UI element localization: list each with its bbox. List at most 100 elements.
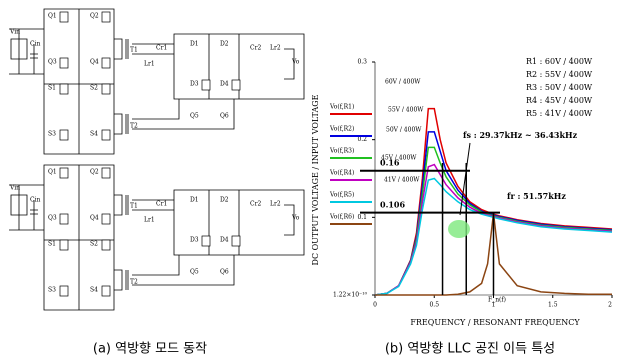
circuit-label: S1	[48, 241, 56, 248]
circuit-label: Q1	[48, 13, 57, 20]
circuit-label: T1	[130, 203, 138, 210]
circuit-label: D2	[220, 41, 229, 48]
wire	[114, 195, 122, 290]
load-label: R3 : 50V / 400W	[526, 83, 593, 92]
fr-label: fr : 51.57kHz	[507, 191, 566, 201]
circuit-label: Vin	[9, 29, 20, 36]
circuit-label: Q6	[220, 269, 229, 276]
circuit-label: Q1	[48, 169, 57, 176]
circuit-label: Vo	[291, 59, 300, 66]
wire	[132, 99, 234, 129]
circuit-label: Vin	[9, 185, 20, 192]
switch	[60, 240, 68, 250]
circuit-label: S4	[90, 287, 98, 294]
circuit-label: Cin	[30, 41, 41, 48]
legend-label: Vo(f,R4)	[329, 170, 354, 177]
switch	[232, 80, 240, 90]
wire	[9, 185, 44, 230]
switch	[102, 130, 110, 140]
circuit-label: Lr2	[270, 201, 281, 208]
circuit-label: S2	[90, 241, 98, 248]
circuit-label: S3	[48, 131, 56, 138]
switch	[102, 168, 110, 178]
y-tick-label: 0.1	[357, 214, 367, 221]
x-axis-label: FREQUENCY / RESONANT FREQUENCY	[410, 318, 580, 327]
x-tick-label: 0	[373, 302, 377, 309]
circuit-label: Lr1	[144, 217, 155, 224]
wire	[132, 255, 234, 285]
load-label: R5 : 41V / 400W	[526, 109, 593, 118]
circuit-label: Cr2	[250, 201, 261, 208]
switch	[202, 80, 210, 90]
circuit-label: Cr1	[156, 45, 167, 52]
wire	[126, 195, 128, 290]
switch	[60, 214, 68, 224]
circuit-label: T2	[130, 279, 138, 286]
curve-label: 50V / 400W	[386, 127, 422, 134]
curve-label: 60V / 400W	[385, 79, 421, 86]
circuit-label: S2	[90, 85, 98, 92]
circuit-label: Q5	[190, 269, 199, 276]
legend-label: Vo(f,R1)	[329, 104, 354, 111]
wire	[114, 39, 122, 134]
circuit-label: Q6	[220, 113, 229, 120]
switch	[232, 236, 240, 246]
circuit-label: Lr2	[270, 45, 281, 52]
circuit-label: D1	[190, 197, 199, 204]
switch	[102, 12, 110, 22]
load-label: R2 : 55V / 400W	[526, 70, 593, 79]
circuit-label: Vo	[291, 215, 300, 222]
switch	[102, 84, 110, 94]
circuit-label: Lr1	[144, 61, 155, 68]
legend-label: Vo(f,R5)	[329, 192, 354, 199]
circuit-label: S4	[90, 131, 98, 138]
legend-label: Vo(f,R3)	[329, 148, 354, 155]
switch	[60, 58, 68, 68]
wire	[30, 44, 38, 74]
circuit-label: Cr2	[250, 45, 261, 52]
x-tick-label: 2	[608, 302, 612, 309]
circuit-label: Q3	[48, 215, 57, 222]
legend-label: Vo(f,R2)	[329, 126, 354, 133]
caption-a: (a) 역방향 모드 동작	[93, 342, 207, 357]
load-label: R4 : 45V / 400W	[526, 96, 593, 105]
switch	[60, 12, 68, 22]
highlight	[448, 220, 470, 238]
fs-label: fs : 29.37kHz ~ 36.43kHz	[463, 130, 578, 140]
ref-label: 0.16	[380, 158, 400, 168]
curve-label: 41V / 400W	[384, 177, 420, 184]
circuit-label: Q3	[48, 59, 57, 66]
switch	[102, 58, 110, 68]
x-tick-label: 0.5	[429, 302, 439, 309]
wire	[126, 39, 128, 134]
circuit-label: Q4	[90, 215, 99, 222]
legend-label: Vo(f,R6)	[329, 214, 354, 221]
wire	[9, 29, 44, 74]
circuit-label: Cin	[30, 197, 41, 204]
y-tick-label: 0.2	[357, 136, 367, 143]
circuit-label: Q4	[90, 59, 99, 66]
load-label: R1 : 60V / 400W	[526, 57, 593, 66]
circuit-label: T2	[130, 123, 138, 130]
switch	[102, 286, 110, 296]
x-tick-label: 1	[492, 302, 496, 309]
curve-label: 55V / 400W	[388, 107, 424, 114]
y-tick-label: 1.22×10⁻¹⁰	[333, 292, 368, 299]
switch	[202, 236, 210, 246]
switch	[102, 214, 110, 224]
switch	[60, 130, 68, 140]
y-axis-label: DC OUTPUT VOLTAGE / INPUT VOLTAGE	[311, 94, 320, 265]
ref-label: 0.106	[380, 200, 405, 210]
switch	[60, 286, 68, 296]
wire	[30, 200, 38, 230]
circuit-label: D4	[220, 81, 229, 88]
circuit-label: Q5	[190, 113, 199, 120]
circuit-label: D3	[190, 237, 199, 244]
figure: (a) 역방향 모드 동작 (b) 역방향 LLC 공진 이득 특성 FREQU…	[0, 0, 624, 361]
caption-b: (b) 역방향 LLC 공진 이득 특성	[385, 342, 555, 357]
y-tick-label: 0.3	[357, 59, 367, 66]
circuit-label: Q2	[90, 13, 99, 20]
circuit-label: T1	[130, 47, 138, 54]
